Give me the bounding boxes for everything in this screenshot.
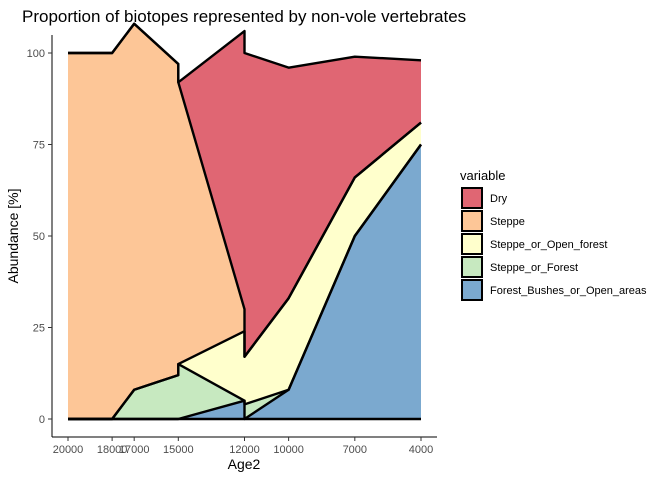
legend-key-steppe-or-open-forest: [461, 233, 483, 255]
x-axis-title: Age2: [228, 456, 261, 472]
x-tick-label: 4000: [409, 444, 433, 456]
x-tick-label: 20000: [53, 444, 84, 456]
x-tick-label: 18000: [97, 444, 128, 456]
legend-label-forest-bushes-or-open-areas: Forest_Bushes_or_Open_areas: [490, 285, 647, 297]
outline-dry: [68, 22, 422, 84]
x-tick-label: 15000: [163, 444, 194, 456]
x-tick-label: 10000: [273, 444, 304, 456]
area-forest-bushes-or-open-areas: [68, 144, 421, 419]
legend-key-forest-bushes-or-open-areas: [461, 279, 483, 301]
area-dry: [68, 23, 421, 357]
legend-label-steppe-or-open-forest: Steppe_or_Open_forest: [490, 239, 607, 251]
legend-key-dry: [461, 187, 483, 209]
legend: variable Dry Steppe Steppe_or_Open_forest S…: [460, 168, 647, 301]
x-tick-label: 7000: [343, 444, 367, 456]
y-tick-label: 100: [27, 48, 45, 60]
legend-title: variable: [460, 168, 506, 183]
y-ticks: 0 25 50 75 100: [27, 48, 52, 426]
y-tick-label: 0: [39, 414, 45, 426]
legend-key-steppe: [461, 210, 483, 232]
y-tick-label: 50: [33, 231, 45, 243]
plot-areas: [68, 22, 422, 421]
y-tick-label: 25: [33, 323, 45, 335]
x-tick-label: 17000: [119, 444, 150, 456]
legend-label-steppe: Steppe: [490, 216, 525, 228]
y-axis-title: Abundance [%]: [5, 189, 21, 284]
chart-title: Proportion of biotopes represented by no…: [22, 7, 466, 26]
x-tick-label: 12000: [229, 444, 260, 456]
legend-key-steppe-or-forest: [461, 256, 483, 278]
area-steppe: [68, 23, 421, 419]
y-tick-label: 75: [33, 140, 45, 152]
legend-label-steppe-or-forest: Steppe_or_Forest: [490, 262, 578, 274]
legend-label-dry: Dry: [490, 193, 508, 205]
